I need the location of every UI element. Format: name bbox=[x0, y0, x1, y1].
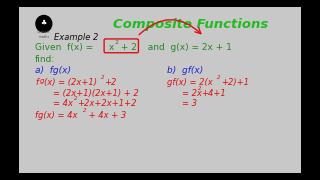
Text: + 2: + 2 bbox=[118, 43, 137, 52]
Text: b)  gf(x): b) gf(x) bbox=[167, 66, 203, 75]
Text: 2: 2 bbox=[101, 75, 105, 80]
Circle shape bbox=[36, 15, 52, 32]
Text: Composite Functions: Composite Functions bbox=[113, 18, 268, 31]
Text: 2: 2 bbox=[198, 86, 201, 91]
Text: Given  f(x) =: Given f(x) = bbox=[35, 43, 93, 52]
Text: fg(x) = 4x: fg(x) = 4x bbox=[35, 111, 77, 120]
Text: = (2x+1)(2x+1) + 2: = (2x+1)(2x+1) + 2 bbox=[52, 89, 138, 98]
Text: x: x bbox=[109, 43, 114, 52]
FancyBboxPatch shape bbox=[19, 7, 301, 173]
Text: find:: find: bbox=[35, 55, 55, 64]
Text: 2: 2 bbox=[74, 96, 77, 102]
Text: +2: +2 bbox=[105, 78, 117, 87]
Text: 2: 2 bbox=[114, 40, 118, 45]
Text: 2: 2 bbox=[217, 75, 221, 80]
Text: +4+1: +4+1 bbox=[201, 89, 226, 98]
Text: +2x+2x+1+2: +2x+2x+1+2 bbox=[77, 99, 137, 108]
Text: f: f bbox=[35, 78, 38, 87]
Text: gf(x) = 2(x: gf(x) = 2(x bbox=[167, 78, 213, 87]
Text: a)  fg(x): a) fg(x) bbox=[35, 66, 71, 75]
Text: (x) = (2x+1): (x) = (2x+1) bbox=[44, 78, 97, 87]
Text: + 4x + 3: + 4x + 3 bbox=[86, 111, 126, 120]
Text: 2: 2 bbox=[83, 108, 86, 113]
Text: g: g bbox=[39, 78, 44, 84]
Text: = 4x: = 4x bbox=[52, 99, 73, 108]
Text: ♣: ♣ bbox=[41, 20, 47, 26]
Text: = 3: = 3 bbox=[182, 99, 197, 108]
Text: +2)+1: +2)+1 bbox=[221, 78, 249, 87]
Text: = 2x: = 2x bbox=[182, 89, 202, 98]
Text: and  g(x) = 2x + 1: and g(x) = 2x + 1 bbox=[142, 43, 232, 52]
Text: Example 2: Example 2 bbox=[54, 33, 99, 42]
Text: Corbett
maths: Corbett maths bbox=[37, 30, 51, 39]
